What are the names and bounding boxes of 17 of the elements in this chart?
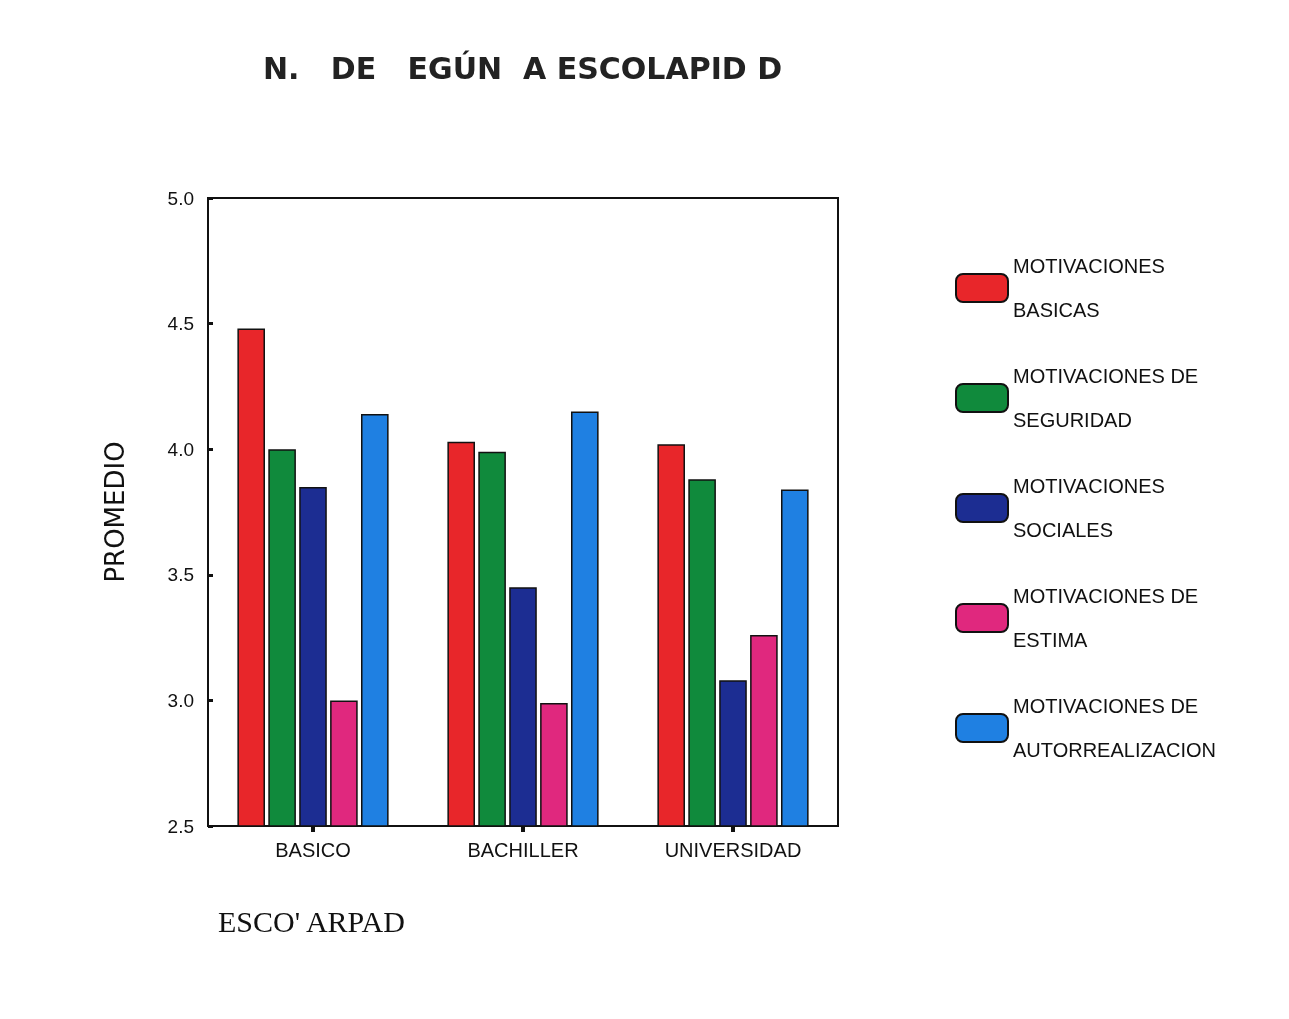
legend-label: MOTIVACIONES DE SEGURIDAD — [1013, 365, 1204, 431]
legend-label: MOTIVACIONES BASICAS — [1013, 255, 1171, 321]
x-tick-label: BASICO — [275, 839, 351, 861]
x-tick-label: BACHILLER — [467, 839, 579, 861]
y-tick-label: 2.5 — [167, 815, 194, 837]
legend-label: MOTIVACIONES DE AUTORREALIZACION — [1013, 695, 1216, 761]
y-tick-label: 4.5 — [167, 313, 194, 335]
legend-label: MOTIVACIONES DE ESTIMA — [1013, 585, 1204, 651]
y-tick-label: 3.5 — [167, 564, 194, 586]
y-axis-title: PROMEDIO — [100, 441, 130, 583]
y-tick-label: 3.0 — [167, 689, 194, 711]
y-tick-label: 5.0 — [167, 187, 194, 209]
x-tick-label: UNIVERSIDAD — [664, 839, 802, 861]
chart-title: N. DE EGÚN A ESCOLAPID D — [263, 49, 783, 86]
y-tick-label: 4.0 — [167, 438, 194, 460]
x-axis-title: ESCO' ARPAD — [218, 904, 405, 938]
legend-label: MOTIVACIONES SOCIALES — [1013, 475, 1171, 541]
